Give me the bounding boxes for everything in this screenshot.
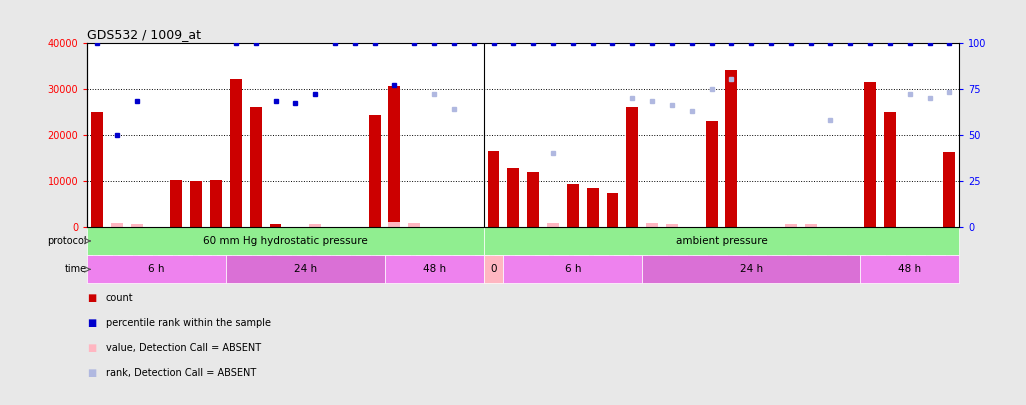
Bar <box>884 112 896 227</box>
Bar <box>389 222 400 227</box>
Bar <box>642 255 860 284</box>
Text: ■: ■ <box>87 343 96 353</box>
Bar <box>944 152 955 227</box>
Bar <box>389 86 400 227</box>
Bar <box>566 184 579 227</box>
Bar <box>270 224 281 227</box>
Text: value, Detection Call = ABSENT: value, Detection Call = ABSENT <box>106 343 261 353</box>
Bar <box>190 181 202 227</box>
Bar <box>226 255 385 284</box>
Text: time: time <box>65 264 87 274</box>
Bar <box>249 107 262 227</box>
Bar <box>170 180 183 227</box>
Text: percentile rank within the sample: percentile rank within the sample <box>106 318 271 328</box>
Bar <box>230 79 242 227</box>
Bar <box>547 223 559 227</box>
Text: 48 h: 48 h <box>898 264 921 274</box>
Bar <box>508 168 519 227</box>
Bar <box>725 70 738 227</box>
Text: 48 h: 48 h <box>423 264 445 274</box>
Text: ■: ■ <box>87 318 96 328</box>
Bar <box>111 223 123 227</box>
Bar <box>210 180 222 227</box>
Text: 6 h: 6 h <box>564 264 581 274</box>
Bar <box>504 255 642 284</box>
Bar <box>860 255 959 284</box>
Bar <box>706 121 717 227</box>
Bar <box>368 115 381 227</box>
Bar <box>483 227 959 255</box>
Bar <box>804 224 817 227</box>
Bar <box>408 223 421 227</box>
Text: ■: ■ <box>87 293 96 303</box>
Bar <box>587 188 598 227</box>
Bar <box>626 107 638 227</box>
Text: protocol: protocol <box>47 236 87 246</box>
Text: GDS532 / 1009_at: GDS532 / 1009_at <box>87 28 201 41</box>
Text: 0: 0 <box>490 264 497 274</box>
Bar <box>646 223 658 227</box>
Bar <box>91 112 103 227</box>
Bar <box>87 255 226 284</box>
Text: 60 mm Hg hydrostatic pressure: 60 mm Hg hydrostatic pressure <box>203 236 367 246</box>
Bar <box>527 172 539 227</box>
Bar <box>785 224 797 227</box>
Bar <box>309 224 321 227</box>
Bar <box>483 255 504 284</box>
Bar <box>606 193 619 227</box>
Bar <box>131 224 143 227</box>
Bar <box>487 151 500 227</box>
Bar <box>385 255 483 284</box>
Text: count: count <box>106 293 133 303</box>
Text: rank, Detection Call = ABSENT: rank, Detection Call = ABSENT <box>106 368 255 378</box>
Bar <box>87 227 483 255</box>
Text: ambient pressure: ambient pressure <box>675 236 767 246</box>
Text: 24 h: 24 h <box>740 264 762 274</box>
Bar <box>864 82 876 227</box>
Bar <box>666 224 678 227</box>
Text: 24 h: 24 h <box>293 264 317 274</box>
Text: 6 h: 6 h <box>149 264 165 274</box>
Text: ■: ■ <box>87 368 96 378</box>
